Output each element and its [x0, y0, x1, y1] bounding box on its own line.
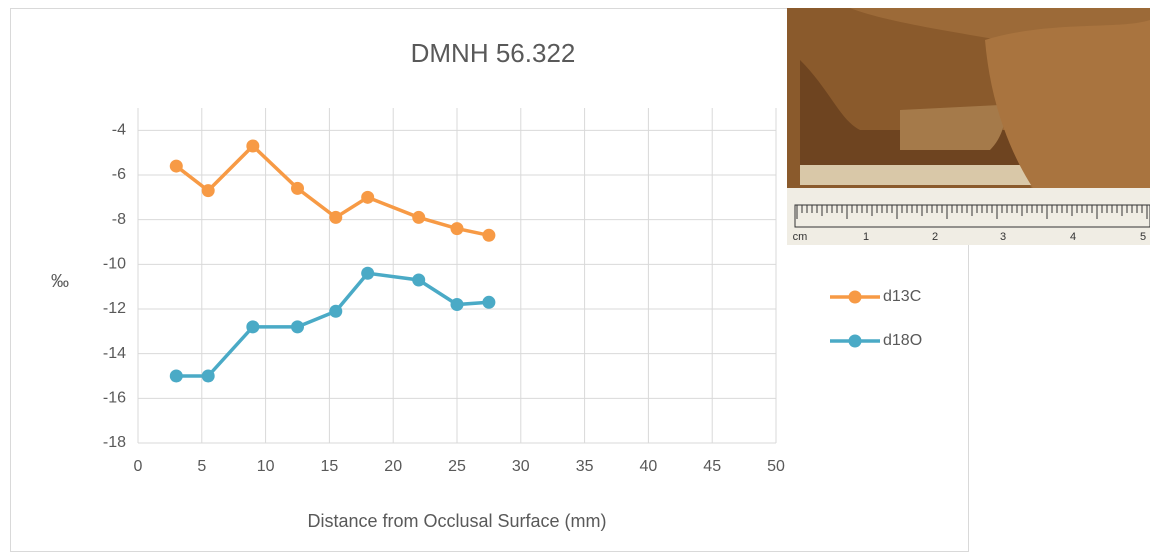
x-tick-label: 50	[767, 458, 785, 475]
data-point	[482, 296, 495, 309]
ruler-label: cm	[793, 231, 808, 243]
x-tick-label: 45	[703, 458, 721, 475]
x-tick-label: 30	[512, 458, 530, 475]
data-point	[329, 211, 342, 224]
x-tick-label: 20	[384, 458, 402, 475]
x-tick-label: 10	[257, 458, 275, 475]
legend-label: d13C	[883, 288, 921, 305]
data-point	[202, 370, 215, 383]
y-tick-label: -16	[103, 390, 126, 407]
legend-label: d18O	[883, 332, 922, 349]
inset-photo: cm 1 2 3 4 5	[787, 8, 1150, 245]
x-tick-label: 25	[448, 458, 466, 475]
data-point	[482, 229, 495, 242]
legend-marker	[849, 291, 862, 304]
y-tick-label: -6	[112, 166, 126, 183]
data-point	[412, 211, 425, 224]
y-tick-label: -12	[103, 300, 126, 317]
ruler-label: 3	[1000, 231, 1006, 243]
data-point	[170, 160, 183, 173]
legend-marker	[849, 335, 862, 348]
data-point	[451, 222, 464, 235]
data-point	[246, 320, 259, 333]
ruler-label: 4	[1070, 231, 1076, 243]
y-tick-label: -4	[112, 122, 126, 139]
data-point	[361, 191, 374, 204]
x-tick-label: 35	[576, 458, 594, 475]
y-tick-label: -10	[103, 256, 126, 273]
data-point	[451, 298, 464, 311]
data-point	[291, 182, 304, 195]
x-tick-label: 0	[134, 458, 143, 475]
y-axis-label: ‰	[51, 271, 69, 291]
chart: DMNH 56.322 Distance from Occlusal Surfa…	[0, 0, 1150, 560]
y-tick-label: -14	[103, 345, 126, 362]
x-axis-label: Distance from Occlusal Surface (mm)	[307, 511, 606, 531]
data-point	[361, 267, 374, 280]
data-point	[170, 370, 183, 383]
data-point	[412, 273, 425, 286]
y-tick-label: -18	[103, 434, 126, 451]
ruler-label: 1	[863, 231, 869, 243]
data-point	[202, 184, 215, 197]
chart-title: DMNH 56.322	[411, 38, 576, 68]
x-tick-label: 40	[640, 458, 658, 475]
data-point	[246, 139, 259, 152]
x-tick-label: 15	[321, 458, 339, 475]
y-tick-label: -8	[112, 211, 126, 228]
data-point	[329, 305, 342, 318]
data-point	[291, 320, 304, 333]
ruler-label: 2	[932, 231, 938, 243]
x-tick-label: 5	[197, 458, 206, 475]
ruler-label: 5	[1140, 231, 1146, 243]
